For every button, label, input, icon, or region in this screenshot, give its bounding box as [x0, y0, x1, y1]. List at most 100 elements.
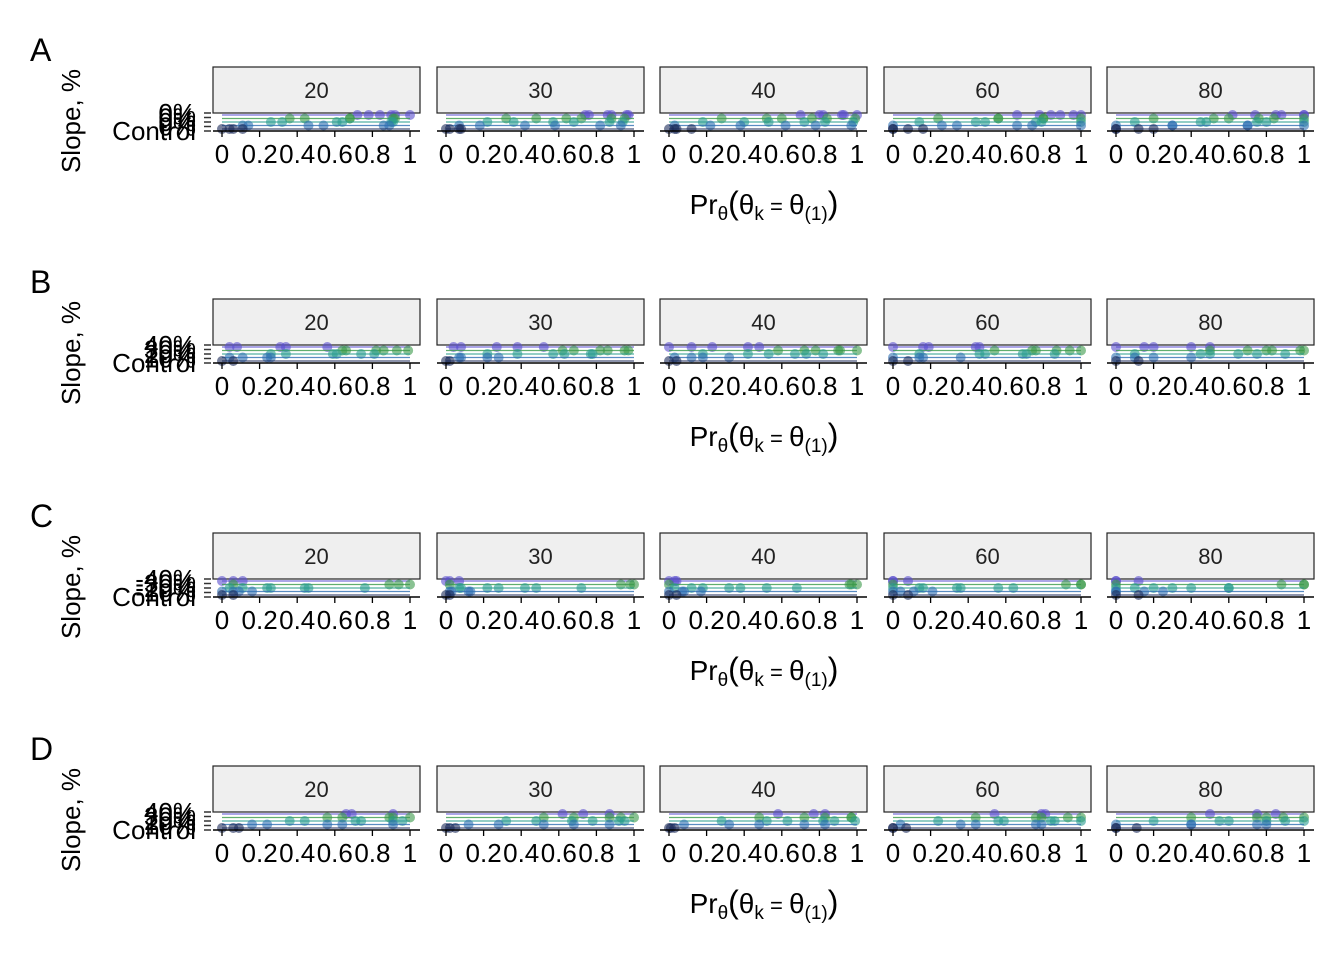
x-ticks: 0 0.2 0.4 0.6 0.8 1 — [886, 830, 1088, 868]
y-tick-label: 20% — [144, 339, 196, 369]
data-point — [850, 816, 861, 826]
data-point — [448, 342, 459, 352]
x-tick-label: 0.8 — [354, 605, 390, 635]
x-axis-title-part: θ — [789, 421, 805, 452]
data-point — [1148, 583, 1159, 593]
x-tick-label: 0.4 — [279, 139, 315, 169]
facet-strip-label: 80 — [1198, 777, 1222, 802]
data-point — [1186, 352, 1197, 363]
x-tick-label: 0.4 — [950, 838, 986, 868]
x-tick-label: 0.2 — [242, 605, 278, 635]
data-point — [761, 583, 772, 593]
facet-40: 40 0 0.2 0.4 0.6 0.8 1 — [659, 66, 868, 169]
x-tick-label: 0.8 — [1248, 838, 1284, 868]
series-1 — [893, 345, 1086, 356]
data-point — [671, 356, 682, 366]
data-point — [604, 117, 615, 127]
x-tick-label: 0.6 — [764, 838, 800, 868]
data-point — [1062, 812, 1073, 823]
facet-20: 20 0 0.2 0.4 0.6 0.8 1 — [212, 532, 421, 635]
data-point — [482, 352, 493, 363]
x-tick-label: 0 — [662, 838, 676, 868]
x-tick-label: 0.6 — [317, 371, 353, 401]
data-point — [538, 812, 549, 823]
series-1 — [444, 579, 639, 590]
x-tick-label: 0.6 — [541, 139, 577, 169]
x-tick-label: 0.2 — [466, 838, 502, 868]
facet-80: 80 0 0.2 0.4 0.6 0.8 1 — [1106, 298, 1315, 401]
x-axis-title-part: Pr — [690, 189, 718, 220]
x-tick-label: 0.2 — [1136, 605, 1172, 635]
facet-strip — [212, 66, 421, 114]
data-point — [754, 812, 765, 823]
data-point — [724, 352, 735, 363]
x-tick-label: 0.6 — [764, 605, 800, 635]
data-point — [1133, 590, 1144, 600]
x-tick-label: 0 — [439, 139, 453, 169]
data-point — [369, 349, 380, 359]
data-point — [799, 819, 810, 830]
data-point — [1276, 579, 1287, 590]
x-tick-label: 0.2 — [689, 371, 725, 401]
data-point — [595, 345, 606, 356]
data-point — [1280, 816, 1291, 826]
x-tick-label: 0.4 — [950, 371, 986, 401]
data-point — [970, 812, 981, 823]
facet-30: 30 0 0.2 0.4 0.6 0.8 1 — [436, 532, 645, 635]
x-axis-title-part: (1) — [805, 903, 828, 924]
data-point — [1017, 349, 1028, 359]
x-tick-label: 0 — [886, 139, 900, 169]
x-axis-title-part: = — [764, 194, 789, 219]
data-point — [754, 342, 765, 352]
data-point — [576, 583, 587, 593]
data-point — [829, 816, 840, 826]
data-point — [604, 819, 615, 830]
x-tick-label: 0.8 — [1025, 605, 1061, 635]
data-point — [1223, 113, 1234, 124]
data-point — [456, 124, 467, 134]
data-point — [1186, 812, 1197, 823]
x-tick-label: 0 — [215, 139, 229, 169]
data-point — [754, 819, 765, 830]
data-point — [531, 816, 542, 826]
data-point — [508, 117, 519, 127]
data-point — [763, 117, 774, 127]
facet-strip-label: 60 — [975, 78, 999, 103]
data-point — [615, 579, 626, 590]
data-point — [888, 342, 898, 352]
facet-20: 20 0 0.2 0.4 0.6 0.8 1 — [212, 298, 421, 401]
data-point — [903, 356, 914, 366]
data-point — [405, 812, 415, 823]
data-point — [568, 345, 579, 356]
series-3 — [888, 352, 1081, 363]
facet-strip — [436, 298, 645, 346]
data-point — [595, 120, 606, 131]
y-tick-labels: Control-10%-20%-30%-40% — [112, 564, 211, 612]
y-tick-label: 40% — [144, 330, 196, 360]
x-ticks: 0 0.2 0.4 0.6 0.8 1 — [662, 830, 864, 868]
x-tick-label: 1 — [1297, 605, 1311, 635]
data-point — [820, 819, 831, 830]
data-point — [1139, 342, 1150, 352]
facet-40: 40 0 0.2 0.4 0.6 0.8 1 — [659, 298, 868, 401]
data-point — [403, 345, 414, 356]
data-point — [217, 576, 227, 586]
facet-strip — [659, 532, 868, 580]
data-point — [1027, 120, 1038, 131]
facet-strip — [1106, 532, 1315, 580]
data-point — [512, 349, 523, 359]
data-point — [695, 586, 706, 597]
x-tick-label: 0.8 — [1248, 139, 1284, 169]
x-axis-title-part: = — [764, 426, 789, 451]
data-point — [1261, 117, 1272, 127]
x-tick-label: 1 — [403, 139, 417, 169]
x-axis-title-part: Pr — [690, 421, 718, 452]
data-point — [1186, 342, 1197, 352]
data-point — [1076, 816, 1086, 826]
x-tick-label: 0 — [439, 605, 453, 635]
x-ticks: 0 0.2 0.4 0.6 0.8 1 — [439, 363, 641, 401]
x-axis-title-part: θ — [718, 670, 729, 691]
x-tick-label: 0.2 — [466, 605, 502, 635]
